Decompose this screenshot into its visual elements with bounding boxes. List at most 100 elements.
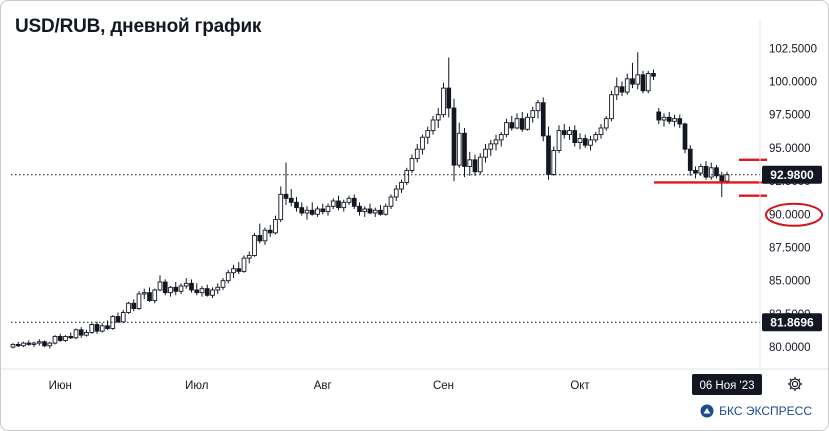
candle-body[interactable] (241, 257, 247, 272)
candle-body[interactable] (546, 135, 551, 175)
candle-body[interactable] (189, 282, 194, 291)
candle-body[interactable] (609, 94, 614, 120)
candle-body[interactable] (10, 343, 16, 348)
candle-body[interactable] (110, 316, 116, 329)
candle-body[interactable] (582, 138, 588, 146)
candle-body[interactable] (672, 118, 677, 122)
candle-body[interactable] (52, 336, 58, 344)
candle-body[interactable] (15, 343, 21, 347)
candle-body[interactable] (456, 132, 462, 166)
candle-body[interactable] (399, 181, 404, 190)
candle-body[interactable] (320, 208, 326, 213)
candle-body[interactable] (714, 167, 719, 177)
candle-body[interactable] (614, 86, 620, 96)
candle-body[interactable] (619, 86, 625, 93)
candle-body[interactable] (603, 118, 609, 129)
candle-body[interactable] (183, 282, 189, 287)
candle-body[interactable] (63, 336, 68, 341)
candle-body[interactable] (383, 205, 389, 215)
candle-body[interactable] (21, 342, 26, 347)
candle-body[interactable] (640, 74, 646, 92)
candle-body[interactable] (231, 268, 236, 274)
candle-body[interactable] (288, 197, 294, 203)
candle-body[interactable] (488, 143, 494, 150)
candle-body[interactable] (278, 193, 284, 221)
candle-body[interactable] (430, 119, 436, 132)
candle-body[interactable] (682, 123, 688, 150)
candle-body[interactable] (388, 196, 394, 207)
candle-body[interactable] (435, 114, 441, 121)
candle-body[interactable] (656, 111, 662, 121)
candle-body[interactable] (514, 118, 520, 129)
candle-body[interactable] (535, 102, 541, 112)
candle-body[interactable] (204, 288, 210, 296)
candle-body[interactable] (693, 169, 698, 174)
candle-body[interactable] (325, 205, 331, 213)
candle-body[interactable] (556, 130, 562, 151)
candle-body[interactable] (708, 167, 714, 178)
candle-body[interactable] (68, 336, 74, 339)
candle-body[interactable] (210, 289, 215, 296)
candle-body[interactable] (462, 132, 467, 167)
candle-body[interactable] (178, 285, 184, 292)
candle-body[interactable] (393, 188, 399, 198)
candle-body[interactable] (624, 78, 630, 93)
candle-body[interactable] (194, 289, 200, 294)
candle-body[interactable] (73, 329, 79, 339)
candle-body[interactable] (162, 281, 168, 294)
candle-body[interactable] (294, 201, 299, 209)
gear-icon[interactable] (786, 375, 804, 393)
candle-body[interactable] (152, 289, 158, 302)
candle-body[interactable] (252, 235, 257, 256)
candle-body[interactable] (120, 312, 126, 323)
candle-body[interactable] (105, 325, 110, 329)
candle-body[interactable] (168, 286, 173, 294)
candle-body[interactable] (572, 130, 578, 144)
candle-body[interactable] (309, 209, 315, 215)
candle-body[interactable] (131, 302, 137, 310)
candle-body[interactable] (687, 148, 693, 171)
candle-body[interactable] (425, 130, 431, 138)
candle-body[interactable] (362, 208, 368, 213)
candle-body[interactable] (504, 122, 509, 136)
candle-body[interactable] (330, 200, 336, 207)
candle-body[interactable] (540, 102, 546, 137)
candle-body[interactable] (126, 302, 131, 313)
candle-body[interactable] (404, 169, 410, 183)
candle-body[interactable] (593, 134, 599, 141)
candle-body[interactable] (31, 342, 37, 345)
candle-body[interactable] (530, 110, 536, 118)
candle-body[interactable] (199, 288, 205, 294)
candle-body[interactable] (257, 235, 263, 242)
candle-body[interactable] (703, 166, 709, 178)
candle-body[interactable] (246, 254, 252, 259)
candle-body[interactable] (651, 73, 656, 77)
candle-body[interactable] (115, 316, 121, 323)
candle-body[interactable] (598, 127, 604, 136)
candle-body[interactable] (483, 148, 488, 158)
candle-body[interactable] (304, 209, 310, 214)
candle-body[interactable] (698, 166, 704, 174)
candle-body[interactable] (378, 209, 383, 215)
candle-body[interactable] (414, 148, 420, 159)
candle-body[interactable] (420, 136, 425, 150)
candle-body[interactable] (147, 292, 152, 302)
candle-body[interactable] (262, 229, 268, 242)
candle-body[interactable] (78, 329, 84, 336)
candle-body[interactable] (84, 332, 89, 336)
candle-body[interactable] (357, 205, 362, 213)
candle-body[interactable] (719, 175, 725, 182)
candle-body[interactable] (94, 324, 100, 332)
candle-body[interactable] (346, 197, 352, 203)
candle-body[interactable] (509, 122, 515, 129)
candle-body[interactable] (99, 325, 105, 332)
candle-body[interactable] (42, 341, 47, 347)
candle-body[interactable] (225, 272, 231, 282)
candle-body[interactable] (267, 229, 273, 234)
candle-body[interactable] (551, 150, 557, 175)
candle-body[interactable] (409, 158, 415, 171)
candle-body[interactable] (588, 139, 593, 146)
candle-body[interactable] (26, 342, 32, 345)
candle-body[interactable] (577, 138, 583, 144)
